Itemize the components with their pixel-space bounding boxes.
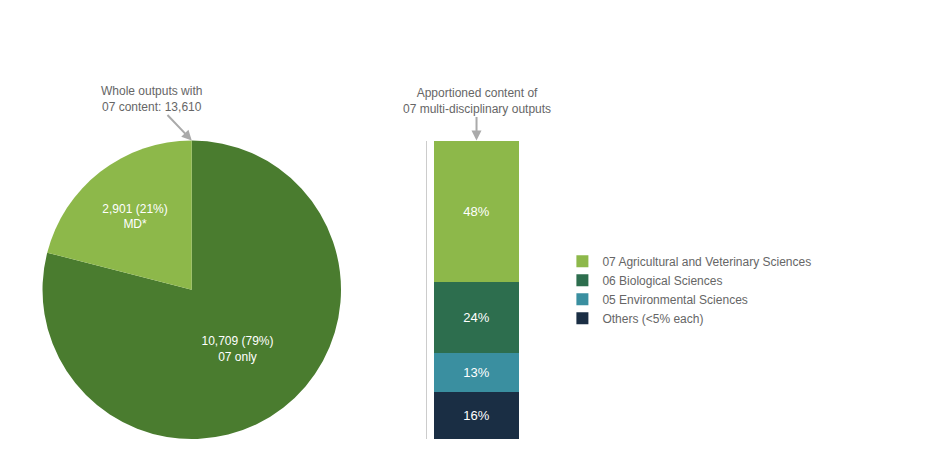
svg-text:24%: 24% [463,310,489,325]
svg-text:2,901 (21%)MD*: 2,901 (21%)MD* [102,202,167,232]
svg-text:Others (<5% each): Others (<5% each) [602,312,703,326]
svg-text:07 Agricultural and Veterinary: 07 Agricultural and Veterinary Sciences [602,255,811,269]
svg-text:05 Environmental Sciences: 05 Environmental Sciences [602,293,747,307]
svg-text:Whole outputs with07 content:: Whole outputs with07 content: 13,610 [101,84,202,114]
svg-text:16%: 16% [463,408,489,423]
svg-text:13%: 13% [463,365,489,380]
svg-text:10,709 (79%)07 only: 10,709 (79%)07 only [201,334,273,364]
svg-text:06 Biological Sciences: 06 Biological Sciences [602,274,722,288]
svg-text:48%: 48% [463,204,489,219]
svg-text:Apportioned content of07 multi: Apportioned content of07 multi-disciplin… [403,86,551,116]
